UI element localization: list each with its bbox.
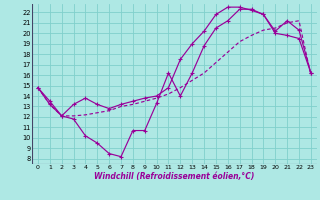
X-axis label: Windchill (Refroidissement éolien,°C): Windchill (Refroidissement éolien,°C) (94, 172, 255, 181)
